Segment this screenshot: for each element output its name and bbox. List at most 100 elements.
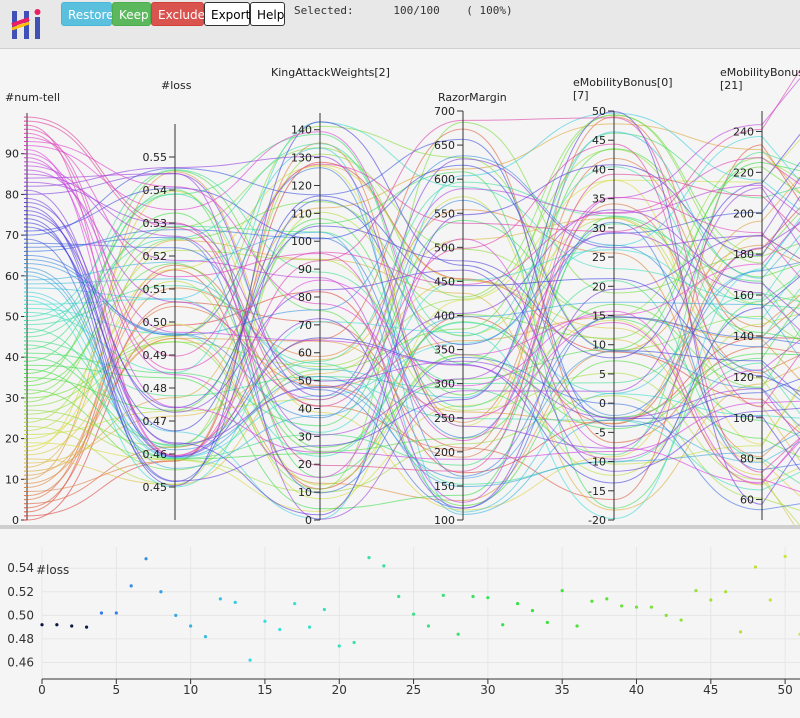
scatter-point[interactable] [218,597,222,601]
data-polyline [26,164,800,497]
export-button[interactable]: Export [204,2,250,26]
scatter-point[interactable] [382,564,386,568]
scatter-point[interactable] [501,623,505,627]
axis-label[interactable]: #num-tell [5,91,60,104]
data-polyline [26,319,800,500]
axis-label[interactable]: eMobilityBonus[3] [720,66,800,79]
scatter-point[interactable] [456,632,460,636]
scatter-point[interactable] [694,589,698,593]
axis-tick-label: 50 [592,105,606,118]
scatter-point[interactable] [486,596,490,600]
scatter-point[interactable] [679,618,683,622]
axis-1[interactable]: #loss 0.45 0.46 0.47 0.48 0.49 0.50 0.51 0.52 0.5… [143,79,192,520]
axis-label[interactable]: [7] [573,89,589,102]
axis-0[interactable]: #num-tell 0 10 20 30 40 50 60 70 80 90 [5,91,60,527]
panel-resize-handle[interactable] [0,525,800,529]
exclude-button[interactable]: Exclude [151,2,205,26]
axis-tick-label: -5 [595,426,606,439]
scatter-point[interactable] [55,623,59,627]
scatter-point[interactable] [471,594,475,599]
scatter-point[interactable] [753,565,758,569]
x-tick-label: 40 [629,683,644,697]
axis-tick-label: 10 [592,339,606,352]
x-tick-label: 5 [112,683,120,697]
axis-tick-label: 25 [592,251,606,264]
scatter-point[interactable] [664,613,668,617]
scatter-point[interactable] [114,611,118,615]
axis-label[interactable]: #loss [161,79,192,92]
scatter-point[interactable] [248,658,252,662]
scatter-point[interactable] [307,625,312,629]
scatter-point[interactable] [575,624,579,628]
logo-dot [34,9,41,15]
data-polyline [26,147,800,513]
scatter-point[interactable] [724,590,728,594]
scatter-svg[interactable]: 0 5 10 15 20 25 30 35 40 45 50 0.46 0.48 0.50 0.52 0.54… [0,529,800,714]
axis-label[interactable]: KingAttackWeights[2] [271,66,390,79]
axis-tick-label: 70 [298,319,312,332]
scatter-point[interactable] [783,554,787,559]
data-polyline [26,161,800,517]
scatter-point[interactable] [620,604,624,608]
scatter-point[interactable] [634,605,639,609]
axis-5[interactable]: eMobilityBonus[3][21] 60 80 100 120 140 160 180… [720,66,800,520]
xy-scatter-plot[interactable]: 0 5 10 15 20 25 30 35 40 45 50 0.46 0.48 0.50 0.52 0.54… [0,529,800,714]
axis-label[interactable]: RazorMargin [438,91,507,104]
axis-2[interactable]: KingAttackWeights[2] 0 10 20 30 40 50 60 70 80 90 1… [271,66,390,527]
scatter-point[interactable] [590,599,594,603]
restore-button[interactable]: Restore [61,2,114,26]
axis-tick-label: 130 [291,152,312,165]
scatter-point[interactable] [768,598,772,602]
scatter-point[interactable] [649,605,653,609]
data-polyline [26,395,800,511]
selected-label: Selected: [294,4,354,17]
axis-label[interactable]: eMobilityBonus[0] [573,76,673,89]
scatter-point[interactable] [159,590,163,594]
axis-label[interactable]: [21] [720,79,743,92]
scatter-point[interactable] [709,598,713,602]
scatter-point[interactable] [174,613,178,617]
data-polyline [26,121,800,374]
scatter-point[interactable] [397,594,401,599]
scatter-point[interactable] [441,593,445,597]
axis-tick-label: 80 [5,188,19,201]
scatter-point[interactable] [411,612,416,616]
axis-4[interactable]: eMobilityBonus[0][7] -20 -15 -10 -5 0 5 10 15 20 2… [573,76,673,527]
scatter-point[interactable] [84,625,89,629]
data-polyline [26,116,800,501]
scatter-point[interactable] [189,624,193,628]
scatter-point[interactable] [233,600,237,604]
scatter-point[interactable] [560,589,564,593]
scatter-point[interactable] [516,601,520,606]
scatter-point[interactable] [203,634,208,639]
data-polyline [26,132,800,365]
data-polyline [26,307,800,457]
scatter-point[interactable] [322,607,326,612]
scatter-point[interactable] [605,597,609,601]
scatter-point[interactable] [263,619,267,623]
scatter-point[interactable] [352,640,356,645]
axis-tick-label: 100 [733,412,754,425]
scatter-point[interactable] [99,611,104,615]
axis-tick-label: 10 [298,486,312,499]
x-tick-label: 50 [777,683,792,697]
scatter-point[interactable] [278,627,282,632]
axis-3[interactable]: RazorMargin 100 150 200 250 300 350 400 450 500 55… [434,91,507,527]
scatter-point[interactable] [545,620,549,625]
scatter-point[interactable] [293,601,297,606]
parallel-coordinates-plot[interactable]: #num-tell 0 10 20 30 40 50 60 70 80 90 #loss 0.45 0.4… [0,49,800,535]
scatter-point[interactable] [530,609,535,613]
scatter-point[interactable] [144,557,148,561]
scatter-point[interactable] [129,584,133,588]
axis-tick-label: 20 [5,433,19,446]
axis-tick-label: 110 [291,207,312,220]
scatter-point[interactable] [40,623,44,627]
scatter-point[interactable] [70,624,74,628]
scatter-point[interactable] [426,624,431,628]
scatter-point[interactable] [738,630,743,634]
keep-button[interactable]: Keep [112,2,151,26]
help-button[interactable]: Help [250,2,285,26]
scatter-point[interactable] [367,556,371,560]
scatter-point[interactable] [337,644,341,648]
